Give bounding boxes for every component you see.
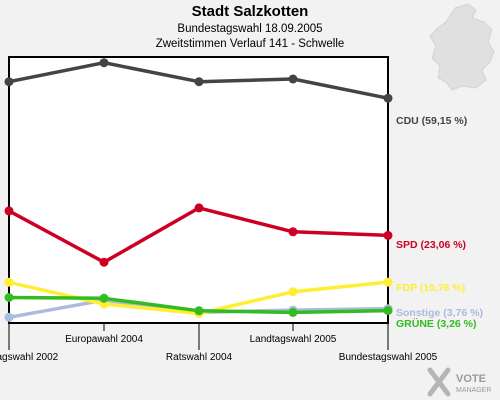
x-tick-label: Landtagswahl 2005 bbox=[250, 334, 337, 345]
chart-title: Stadt Salzkotten bbox=[192, 3, 309, 20]
end-label-fdp: FDP (10,76 %) bbox=[396, 282, 465, 294]
chart-subtitle-2: Zweitstimmen Verlauf 141 - Schwelle bbox=[156, 38, 345, 50]
data-point bbox=[99, 257, 109, 267]
chart-subtitle: Bundestagswahl 18.09.2005 bbox=[177, 23, 322, 35]
plot-area bbox=[8, 56, 389, 324]
data-point bbox=[194, 306, 204, 316]
data-point bbox=[383, 277, 393, 287]
data-point bbox=[288, 307, 298, 317]
series-layer bbox=[4, 58, 393, 322]
x-tick-label: Ratswahl 2004 bbox=[166, 352, 233, 363]
data-point bbox=[383, 93, 393, 103]
germany-map-icon bbox=[429, 3, 495, 91]
data-point bbox=[99, 58, 109, 68]
end-label-grüne: GRÜNE (3,26 %) bbox=[396, 317, 477, 330]
logo-sub-text: MANAGER bbox=[456, 387, 491, 394]
data-point bbox=[383, 306, 393, 316]
data-point bbox=[4, 77, 14, 87]
x-tick-label: Bundestagswahl 2005 bbox=[339, 352, 438, 363]
x-tick-label: Bundestagswahl 2002 bbox=[0, 352, 59, 363]
logo-main-text: VOTE bbox=[456, 373, 486, 385]
data-point bbox=[288, 74, 298, 84]
end-label-sonstige: Sonstige (3,76 %) bbox=[396, 307, 483, 319]
x-tick-label: Europawahl 2004 bbox=[65, 334, 143, 345]
data-point bbox=[288, 287, 298, 297]
data-point bbox=[4, 312, 14, 322]
data-point bbox=[194, 203, 204, 213]
data-point bbox=[288, 227, 298, 237]
vote-manager-logo: VOTE MANAGER bbox=[427, 367, 491, 397]
end-label-spd: SPD (23,06 %) bbox=[396, 239, 466, 251]
data-point bbox=[4, 277, 14, 287]
vote-x-icon bbox=[427, 367, 451, 397]
data-point bbox=[4, 293, 14, 302]
end-label-cdu: CDU (59,15 %) bbox=[396, 115, 467, 127]
end-labels: CDU (59,15 %) SPD (23,06 %) FDP (10,76 %) S… bbox=[396, 115, 483, 330]
data-point bbox=[4, 206, 14, 216]
data-point bbox=[194, 77, 204, 87]
data-point bbox=[383, 230, 393, 240]
x-axis: Bundestagswahl 2002 Europawahl 2004 Ratswa… bbox=[0, 323, 438, 363]
data-point bbox=[99, 293, 109, 303]
